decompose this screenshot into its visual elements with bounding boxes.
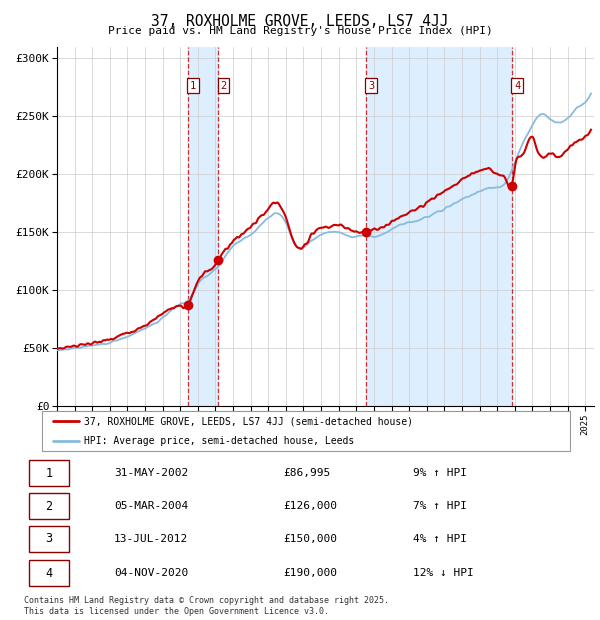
Text: £86,995: £86,995 — [283, 469, 331, 479]
Text: 2: 2 — [221, 81, 227, 91]
Text: 05-MAR-2004: 05-MAR-2004 — [114, 501, 188, 511]
Text: 3: 3 — [368, 81, 374, 91]
Bar — [366, 46, 512, 406]
Text: 12% ↓ HPI: 12% ↓ HPI — [413, 568, 473, 578]
Text: 4: 4 — [46, 567, 53, 580]
Text: 2: 2 — [46, 500, 53, 513]
Text: 37, ROXHOLME GROVE, LEEDS, LS7 4JJ: 37, ROXHOLME GROVE, LEEDS, LS7 4JJ — [151, 14, 449, 29]
Text: 4% ↑ HPI: 4% ↑ HPI — [413, 534, 467, 544]
Bar — [29, 494, 69, 519]
Text: £126,000: £126,000 — [283, 501, 337, 511]
Text: 7% ↑ HPI: 7% ↑ HPI — [413, 501, 467, 511]
Text: Price paid vs. HM Land Registry's House Price Index (HPI): Price paid vs. HM Land Registry's House … — [107, 26, 493, 36]
Text: 37, ROXHOLME GROVE, LEEDS, LS7 4JJ (semi-detached house): 37, ROXHOLME GROVE, LEEDS, LS7 4JJ (semi… — [84, 416, 413, 426]
Text: 1: 1 — [46, 467, 53, 480]
Bar — [29, 560, 69, 586]
Text: 4: 4 — [514, 81, 520, 91]
Text: 31-MAY-2002: 31-MAY-2002 — [114, 469, 188, 479]
Bar — [188, 46, 218, 406]
Text: 3: 3 — [46, 533, 53, 546]
Text: £150,000: £150,000 — [283, 534, 337, 544]
Bar — [29, 526, 69, 552]
Text: 9% ↑ HPI: 9% ↑ HPI — [413, 469, 467, 479]
Text: Contains HM Land Registry data © Crown copyright and database right 2025.
This d: Contains HM Land Registry data © Crown c… — [24, 596, 389, 616]
Text: 04-NOV-2020: 04-NOV-2020 — [114, 568, 188, 578]
Text: 1: 1 — [190, 81, 196, 91]
Text: HPI: Average price, semi-detached house, Leeds: HPI: Average price, semi-detached house,… — [84, 436, 355, 446]
Text: 13-JUL-2012: 13-JUL-2012 — [114, 534, 188, 544]
Text: £190,000: £190,000 — [283, 568, 337, 578]
Bar — [29, 461, 69, 486]
